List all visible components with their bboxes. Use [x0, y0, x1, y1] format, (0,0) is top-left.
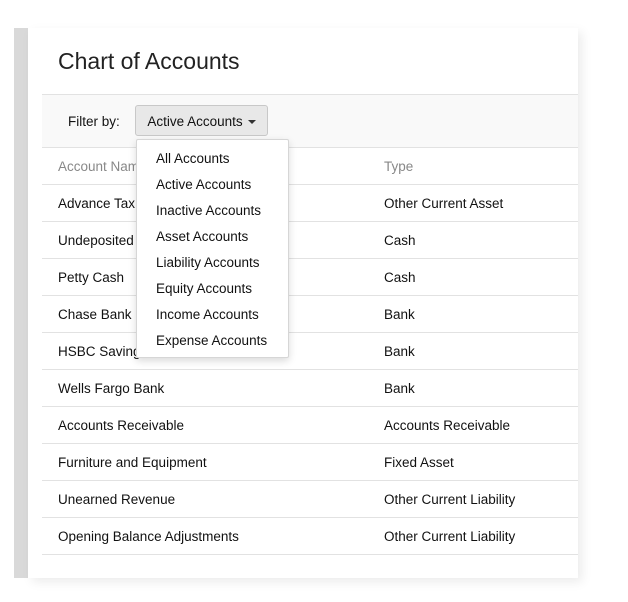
table-row[interactable]: Advance Tax Other Current Asset [42, 185, 578, 222]
account-type: Bank [384, 307, 415, 322]
table-row[interactable]: Unearned Revenue Other Current Liability [42, 481, 578, 518]
table-row[interactable]: Chase Bank Bank [42, 296, 578, 333]
filter-label: Filter by: [68, 114, 120, 129]
account-type: Fixed Asset [384, 455, 454, 470]
account-type: Bank [384, 381, 415, 396]
dropdown-option[interactable]: Liability Accounts [156, 255, 260, 270]
account-name: Accounts Receivable [58, 418, 185, 433]
dropdown-option[interactable]: All Accounts [156, 151, 230, 166]
account-name: Petty Cash [58, 270, 125, 285]
accounts-card: Chart of Accounts Filter by: Active Acco… [28, 28, 578, 578]
account-name: Advance Tax [58, 196, 136, 211]
header-type: Type [384, 159, 414, 174]
table-row[interactable]: Wells Fargo Bank Bank [42, 370, 578, 407]
account-type: Bank [384, 344, 415, 359]
dropdown-option[interactable]: Equity Accounts [156, 281, 253, 296]
header-account-name: Account Name [58, 159, 147, 174]
account-type: Other Current Asset [384, 196, 504, 211]
filter-bar: Filter by: Active Accounts [42, 94, 578, 148]
filter-selected: Active Accounts [147, 114, 243, 129]
account-name: Wells Fargo Bank [58, 381, 165, 396]
account-type: Other Current Liability [384, 492, 516, 507]
account-name: Opening Balance Adjustments [58, 529, 239, 544]
account-type: Other Current Liability [384, 529, 516, 544]
account-type: Accounts Receivable [384, 418, 511, 433]
account-name: Unearned Revenue [58, 492, 176, 507]
account-name: Chase Bank [58, 307, 132, 322]
table-row[interactable]: HSBC Savings Bank [42, 333, 578, 370]
page-title: Chart of Accounts [58, 48, 240, 74]
filter-dropdown-menu: All Accounts Active Accounts Inactive Acco… [136, 139, 289, 358]
table-row[interactable]: Undeposited Funds Cash [42, 222, 578, 259]
account-type: Cash [384, 270, 416, 285]
filter-dropdown-button[interactable]: Active Accounts [135, 105, 268, 136]
dropdown-option[interactable]: Income Accounts [156, 307, 259, 322]
dropdown-option[interactable]: Asset Accounts [156, 229, 249, 244]
table-row[interactable]: Opening Balance Adjustments Other Current… [42, 518, 578, 555]
sidebar-strip [14, 28, 28, 578]
account-name: HSBC Savings [58, 344, 148, 359]
table-header: Account Name Type [42, 148, 578, 185]
dropdown-option[interactable]: Expense Accounts [156, 333, 268, 348]
caret-down-icon [247, 120, 256, 125]
account-type: Cash [384, 233, 416, 248]
table-row[interactable]: Accounts Receivable Accounts Receivable [42, 407, 578, 444]
account-name: Furniture and Equipment [58, 455, 207, 470]
table-row[interactable]: Petty Cash Cash [42, 259, 578, 296]
dropdown-option[interactable]: Active Accounts [156, 177, 252, 192]
dropdown-option[interactable]: Inactive Accounts [156, 203, 262, 218]
table-row[interactable]: Furniture and Equipment Fixed Asset [42, 444, 578, 481]
